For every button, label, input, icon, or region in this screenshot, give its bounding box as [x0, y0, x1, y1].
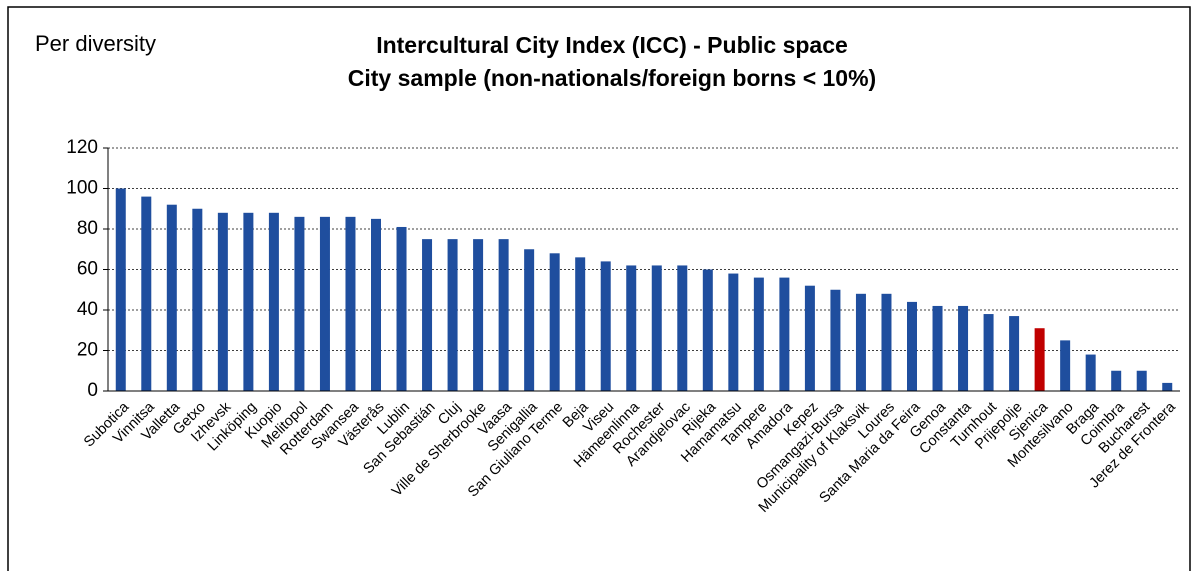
- bar: [268, 212, 279, 391]
- bar: [345, 216, 356, 391]
- bar: [855, 293, 866, 391]
- bar: [166, 204, 177, 391]
- bar: [932, 305, 943, 391]
- bar: [192, 208, 203, 391]
- bar: [1162, 382, 1173, 391]
- bar: [1060, 340, 1071, 391]
- bar: [1009, 316, 1020, 391]
- bar: [447, 239, 458, 391]
- bar: [702, 269, 713, 391]
- bar: [243, 212, 254, 391]
- bar: [983, 314, 994, 391]
- bar: [549, 253, 560, 391]
- bar: [651, 265, 662, 391]
- bar: [141, 196, 152, 391]
- bar: [1136, 370, 1147, 391]
- bar: [804, 285, 815, 391]
- bar: [473, 239, 484, 391]
- chart-frame: [7, 6, 1191, 571]
- y-tick-label: 80: [77, 218, 98, 239]
- bar: [575, 257, 586, 391]
- bar: [626, 265, 637, 391]
- bar: [294, 216, 305, 391]
- bar: [422, 239, 433, 391]
- bar: [217, 212, 228, 391]
- bar: [779, 277, 790, 391]
- annotation: Per diversity: [35, 31, 156, 56]
- bar: [1085, 354, 1096, 391]
- y-tick-label: 60: [77, 259, 98, 280]
- bar: [1111, 370, 1122, 391]
- y-tick-label: 0: [87, 380, 98, 401]
- bar: [396, 226, 407, 391]
- bar: [830, 289, 841, 391]
- y-tick-label: 100: [66, 178, 98, 199]
- bar: [881, 293, 892, 391]
- bar: [1034, 328, 1045, 391]
- bar: [753, 277, 764, 391]
- chart-title: Intercultural City Index (ICC) - Public …: [376, 32, 848, 58]
- bar: [524, 249, 535, 391]
- bar: [319, 216, 330, 391]
- bar: [958, 305, 969, 391]
- bar: [907, 301, 917, 391]
- y-tick-label: 40: [77, 299, 98, 320]
- bar: [371, 218, 381, 391]
- y-tick-label: 20: [77, 340, 98, 361]
- bar: [498, 239, 509, 391]
- bar: [677, 265, 688, 391]
- y-tick-label: 120: [66, 137, 98, 158]
- bar: [728, 273, 739, 391]
- bar: [115, 188, 126, 391]
- bar: [600, 261, 611, 391]
- chart-title: City sample (non-nationals/foreign borns…: [348, 65, 876, 91]
